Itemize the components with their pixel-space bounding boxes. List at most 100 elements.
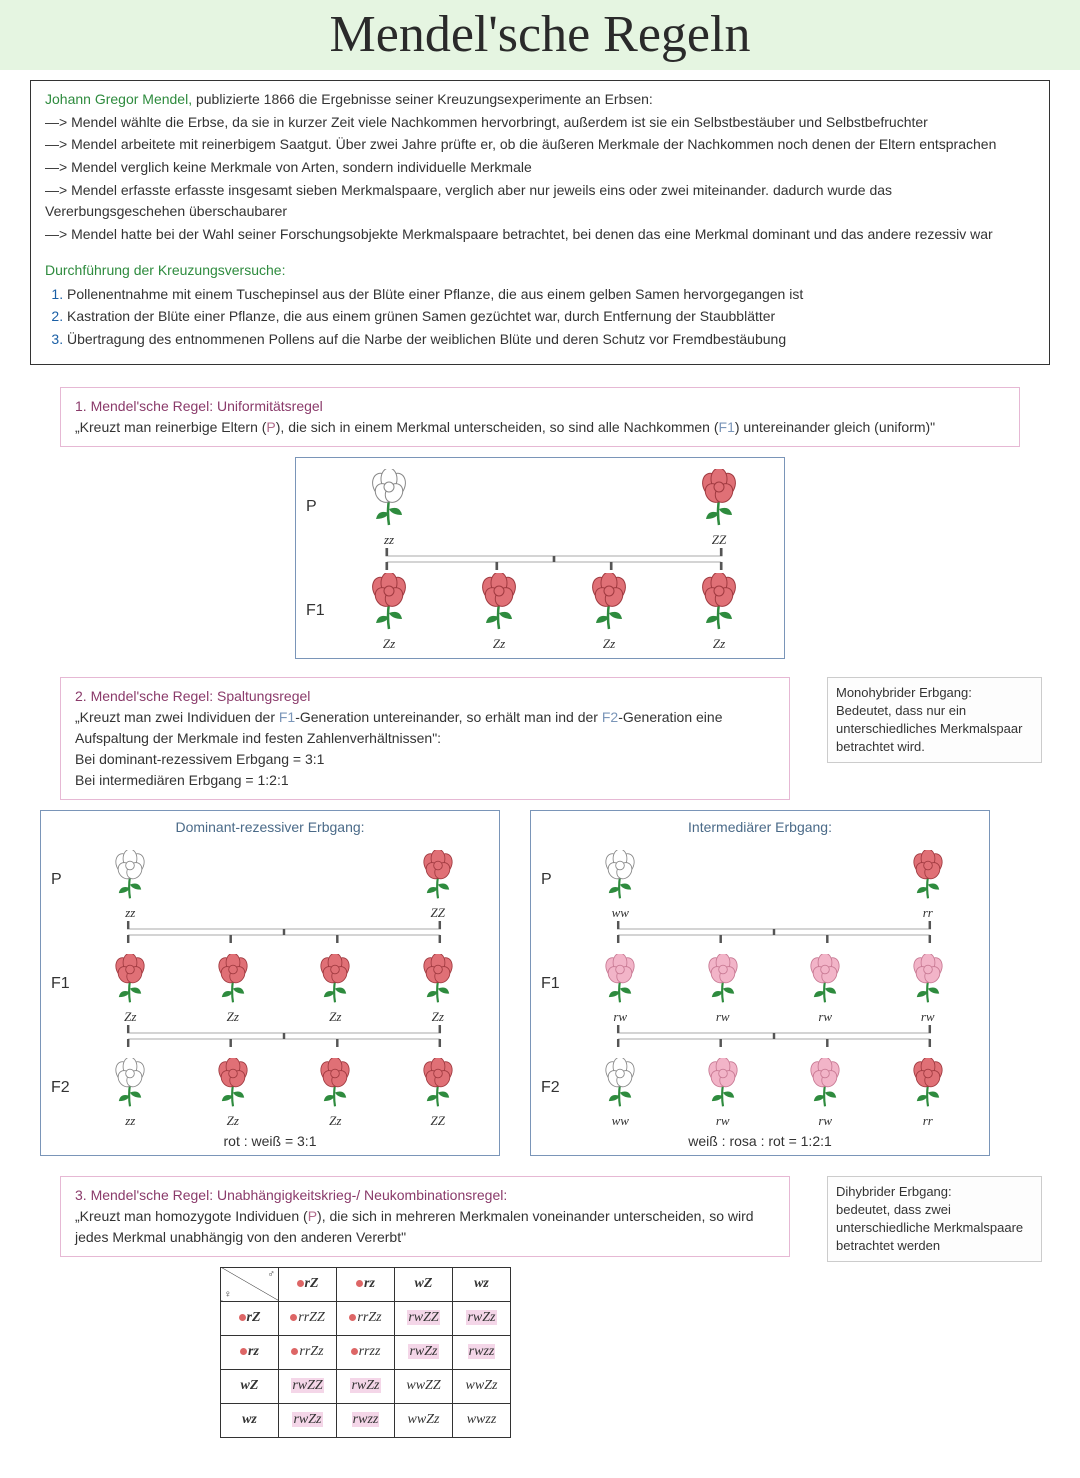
diagram-row: F1 Zz Zz <box>51 943 489 1025</box>
rule2-diagram-right: Intermediärer Erbgang: P ww rr <box>530 810 990 1156</box>
flower-icon <box>364 573 414 631</box>
rule2-line3: Bei intermediären Erbgang = 1:2:1 <box>75 770 775 791</box>
genotype-label: zz <box>79 905 182 921</box>
intro-box: Johann Gregor Mendel, publizierte 1866 d… <box>30 80 1050 365</box>
flower-icon <box>803 1058 847 1108</box>
intro-lead: Johann Gregor Mendel, publizierte 1866 d… <box>45 89 1035 111</box>
punnett-square: ♂♀rZrzwZwzrZrrZZrrZzrwZZrwZzrzrrZzrrzzrw… <box>220 1267 511 1438</box>
diagram-slot: rw <box>672 954 775 1025</box>
punnett-cell: rrZz <box>279 1335 337 1369</box>
genotype-label: zz <box>79 1113 182 1129</box>
genotype-label: Zz <box>182 1009 285 1025</box>
flower-icon <box>598 850 642 900</box>
page-title: Mendel'sche Regeln <box>0 0 1080 70</box>
rule2-title: 2. Mendel'sche Regel: Spaltungsregel <box>75 686 775 707</box>
genotype-label: rr <box>877 905 980 921</box>
rule2-diagram-left: Dominant-rezessiver Erbgang:P zz ZZ <box>40 810 500 1156</box>
rule1-text: „Kreuzt man reinerbige Eltern (P), die s… <box>75 417 1005 438</box>
genotype-label: ZZ <box>387 905 490 921</box>
generation-label: P <box>541 871 569 889</box>
diagram-slot: ZZ <box>664 469 774 548</box>
punnett-cell: wwZz <box>395 1403 453 1437</box>
diagram-slot: Zz <box>79 954 182 1025</box>
flower-icon <box>108 850 152 900</box>
ratio-label: weiß : rosa : rot = 1:2:1 <box>541 1133 979 1149</box>
diagram-slot: Zz <box>182 954 285 1025</box>
flower-icon <box>906 954 950 1004</box>
diagram-row: F2 zz Zz <box>51 1047 489 1129</box>
generation-label: F1 <box>51 975 79 993</box>
punnett-cell: rwZZ <box>279 1369 337 1403</box>
generation-label: F1 <box>541 975 569 993</box>
diagram-slot: Zz <box>284 1058 387 1129</box>
diagram-title: Dominant-rezessiver Erbgang: <box>51 819 489 835</box>
cross-connector <box>569 1025 979 1047</box>
punnett-row-header: rZ <box>221 1301 279 1335</box>
diagram-slot: zz <box>79 1058 182 1129</box>
flower-icon <box>694 469 744 527</box>
intro-bullets: Mendel wählte die Erbse, da sie in kurze… <box>45 112 1035 246</box>
diagram-row: P ww rr <box>541 839 979 921</box>
ratio-label: rot : weiß = 3:1 <box>51 1133 489 1149</box>
punnett-cell: wwzz <box>453 1403 511 1437</box>
genotype-label: Zz <box>387 1009 490 1025</box>
diagram-title: Intermediärer Erbgang: <box>541 819 979 835</box>
flower-icon <box>474 573 524 631</box>
diagram-slot: ww <box>569 850 672 921</box>
diagram-slot: rw <box>774 954 877 1025</box>
punnett-row-header: rz <box>221 1335 279 1369</box>
intro-bullet: Mendel erfasste erfasste insgesamt siebe… <box>45 180 1035 223</box>
flower-icon <box>701 1058 745 1108</box>
rule2-sidenote: Monohybrider Erbgang:Bedeutet, dass nur … <box>827 677 1042 764</box>
cross-connector <box>569 921 979 943</box>
flower-icon <box>584 573 634 631</box>
genotype-label: Zz <box>444 636 554 652</box>
intro-bullet: Mendel wählte die Erbse, da sie in kurze… <box>45 112 1035 134</box>
generation-label: P <box>306 498 334 516</box>
diagram-slot: zz <box>79 850 182 921</box>
punnett-row-header: wz <box>221 1403 279 1437</box>
genotype-label: Zz <box>664 636 774 652</box>
diagram-slot: Zz <box>334 573 444 652</box>
diagram-slot: rw <box>672 1058 775 1129</box>
genotype-label: Zz <box>284 1113 387 1129</box>
diagram-row: P zz ZZ <box>306 466 774 548</box>
diagram-row: F2 ww rw <box>541 1047 979 1129</box>
flower-icon <box>416 850 460 900</box>
intro-step: Übertragung des entnommenen Pollens auf … <box>67 329 1035 351</box>
intro-bullet: Mendel arbeitete mit reinerbigem Saatgut… <box>45 134 1035 156</box>
genotype-label: ww <box>569 1113 672 1129</box>
intro-subheading: Durchführung der Kreuzungsversuche: <box>45 260 1035 282</box>
flower-icon <box>108 954 152 1004</box>
generation-label: F1 <box>306 602 334 620</box>
diagram-slot: zz <box>334 469 444 548</box>
intro-steps: Pollenentnahme mit einem Tuschepinsel au… <box>45 284 1035 351</box>
flower-icon <box>598 954 642 1004</box>
genotype-label: rw <box>569 1009 672 1025</box>
intro-bullet: Mendel verglich keine Merkmale von Arten… <box>45 157 1035 179</box>
diagram-slot: Zz <box>284 954 387 1025</box>
cross-connector <box>334 548 774 570</box>
punnett-cell: rwZz <box>337 1369 395 1403</box>
genotype-label: Zz <box>79 1009 182 1025</box>
flower-icon <box>313 954 357 1004</box>
diagram-slot: Zz <box>444 573 554 652</box>
punnett-col-header: rz <box>337 1267 395 1301</box>
flower-icon <box>906 850 950 900</box>
intro-step: Pollenentnahme mit einem Tuschepinsel au… <box>67 284 1035 306</box>
flower-icon <box>211 954 255 1004</box>
punnett-cell: rwZz <box>453 1301 511 1335</box>
flower-icon <box>364 469 414 527</box>
diagram-slot: Zz <box>664 573 774 652</box>
punnett-row-header: wZ <box>221 1369 279 1403</box>
flower-icon <box>803 954 847 1004</box>
punnett-cell: rwZZ <box>395 1301 453 1335</box>
punnett-cell: rrzz <box>337 1335 395 1369</box>
genotype-label: ww <box>569 905 672 921</box>
rule1-title: 1. Mendel'sche Regel: Uniformitätsregel <box>75 396 1005 417</box>
flower-icon <box>108 1058 152 1108</box>
diagram-slot: ww <box>569 1058 672 1129</box>
genotype-label: Zz <box>182 1113 285 1129</box>
diagram-slot: Zz <box>554 573 664 652</box>
rule3-sidenote: Dihybrider Erbgang:bedeutet, dass zwei u… <box>827 1176 1042 1263</box>
